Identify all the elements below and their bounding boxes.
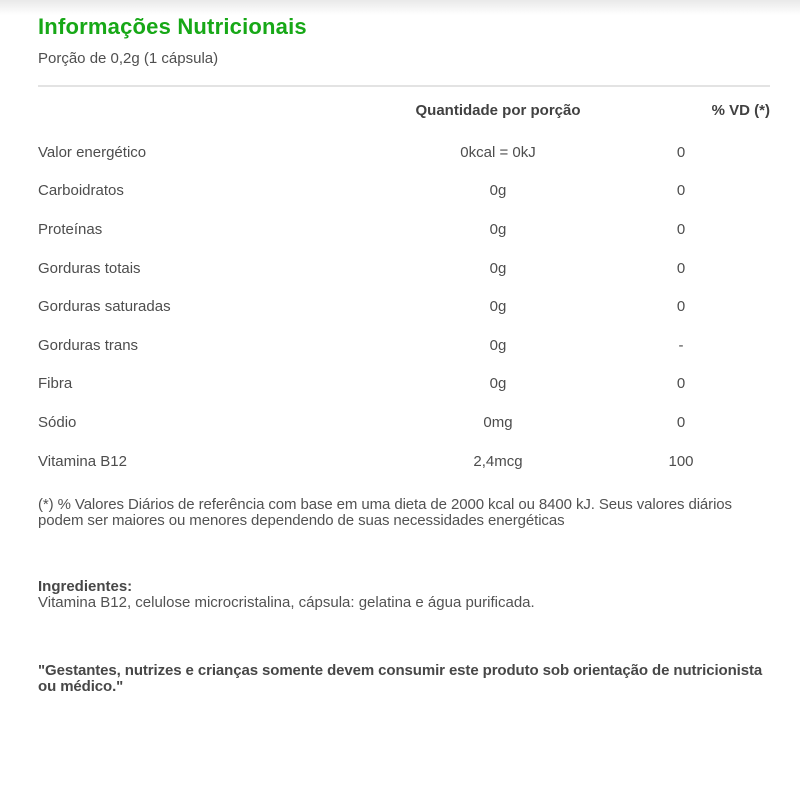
nutrient-label: Gorduras totais	[38, 259, 141, 277]
dv-value: 0	[676, 182, 686, 200]
consumption-warning: "Gestantes, nutrizes e crianças somente …	[38, 662, 763, 696]
dv-value: 0	[676, 298, 686, 316]
nutrient-label: Fibra	[38, 375, 73, 393]
nutrition-table: Quantidade por porção % VD (*) Valor ene…	[38, 87, 770, 480]
table-row: Gorduras totais 0g 0	[38, 249, 770, 288]
table-header-row: Quantidade por porção % VD (*)	[38, 87, 770, 133]
dv-value: 0	[676, 375, 686, 393]
dv-value: 0	[676, 413, 686, 431]
quantity-value: 0g	[489, 220, 507, 238]
table-row: Gorduras saturadas 0g 0	[38, 287, 770, 326]
quantity-value: 0mg	[483, 413, 513, 431]
ingredients-heading: Ingredientes:	[38, 578, 133, 596]
table-row: Carboidratos 0g 0	[38, 172, 770, 211]
nutrient-label: Gorduras trans	[38, 336, 139, 354]
dv-value: 100	[668, 452, 694, 470]
quantity-value: 0g	[489, 336, 507, 354]
table-row: Valor energético 0kcal = 0kJ 0	[38, 133, 770, 172]
table-row: Fibra 0g 0	[38, 365, 770, 404]
table-row: Gorduras trans 0g -	[38, 326, 770, 365]
quantity-value: 0g	[489, 259, 507, 277]
quantity-value: 2,4mcg	[473, 452, 523, 470]
quantity-value: 0kcal = 0kJ	[460, 143, 536, 161]
column-header-quantity: Quantidade por porção	[415, 101, 581, 119]
nutrient-label: Valor energético	[38, 143, 147, 161]
nutrient-label: Vitamina B12	[38, 452, 127, 470]
dv-value: -	[678, 336, 684, 354]
nutrient-label: Gorduras saturadas	[38, 298, 171, 316]
dv-value: 0	[676, 220, 686, 238]
daily-values-footnote: (*) % Valores Diários de referência com …	[38, 496, 732, 530]
page-title: Informações Nutricionais	[38, 14, 307, 39]
table-row: Vitamina B12 2,4mcg 100	[38, 442, 770, 481]
serving-size: Porção de 0,2g (1 cápsula)	[38, 50, 219, 67]
quantity-value: 0g	[489, 298, 507, 316]
dv-value: 0	[676, 259, 686, 277]
nutrient-label: Sódio	[38, 413, 77, 431]
nutrient-label: Proteínas	[38, 220, 103, 238]
quantity-value: 0g	[489, 375, 507, 393]
table-row: Proteínas 0g 0	[38, 210, 770, 249]
nutrient-label: Carboidratos	[38, 182, 124, 200]
column-header-dv: % VD (*)	[711, 101, 770, 119]
dv-value: 0	[676, 143, 686, 161]
quantity-value: 0g	[489, 182, 507, 200]
ingredients-list: Vitamina B12, celulose microcristalina, …	[38, 594, 535, 612]
divider	[38, 85, 770, 87]
table-row: Sódio 0mg 0	[38, 403, 770, 442]
